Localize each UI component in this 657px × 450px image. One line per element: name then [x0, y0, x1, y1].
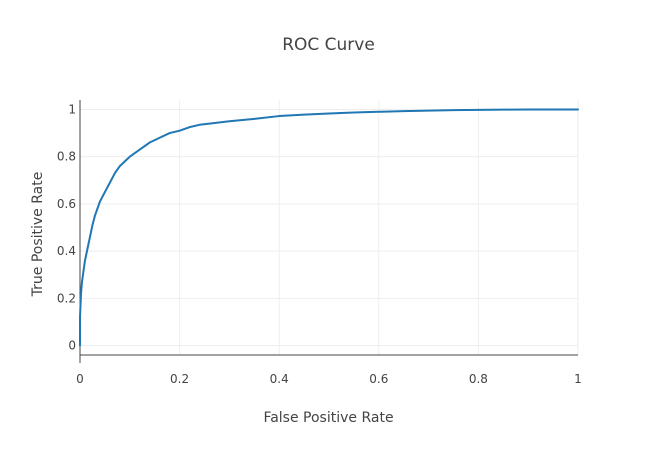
y-tick-label: 0 — [68, 339, 76, 353]
y-axis-label: True Positive Rate — [30, 172, 46, 298]
y-tick-label: 0.8 — [57, 150, 76, 164]
x-tick-label: 1 — [574, 372, 582, 386]
y-tick-label: 0.6 — [57, 197, 76, 211]
grid — [79, 100, 579, 355]
roc-curve-line — [79, 108, 579, 347]
chart-title: ROC Curve — [282, 35, 375, 55]
x-tick-label: 0.8 — [469, 372, 488, 386]
y-tick-label: 1 — [68, 102, 76, 116]
x-axis-label: False Positive Rate — [263, 410, 393, 426]
x-tick-label: 0.6 — [369, 372, 388, 386]
x-tick-label: 0.4 — [270, 372, 289, 386]
y-tick-label: 0.2 — [57, 291, 76, 305]
series — [79, 108, 579, 347]
x-tick-label: 0.2 — [170, 372, 189, 386]
x-tick-label: 0 — [76, 372, 84, 386]
y-tick-label: 0.4 — [57, 244, 76, 258]
tick-labels: 0 0.2 0.4 0.6 0.8 1 0 0.2 0.4 0.6 0.8 1 — [57, 102, 582, 386]
